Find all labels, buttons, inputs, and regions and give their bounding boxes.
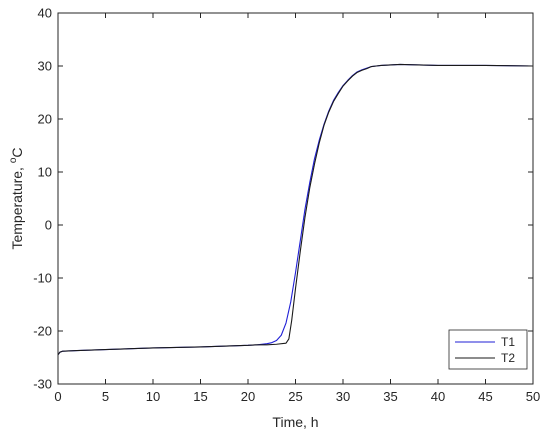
plot-area	[58, 13, 533, 384]
legend-label-t1: T1	[501, 335, 515, 349]
y-tick-label: 30	[38, 59, 52, 74]
x-tick-label: 25	[288, 389, 302, 404]
x-tick-label: 5	[102, 389, 109, 404]
x-tick-label: 0	[54, 389, 61, 404]
y-tick-label: 10	[38, 165, 52, 180]
x-tick-label: 15	[193, 389, 207, 404]
plot-background	[58, 13, 533, 384]
x-tick-label: 40	[431, 389, 445, 404]
legend-label-t2: T2	[501, 351, 515, 365]
x-axis-label: Time, h	[272, 414, 318, 430]
y-tick-label: 0	[45, 218, 52, 233]
y-tick-label: -10	[33, 271, 52, 286]
x-tick-label: 50	[526, 389, 540, 404]
y-axis-label-unit: C	[9, 147, 25, 157]
x-tick-label: 45	[478, 389, 492, 404]
x-tick-label: 30	[336, 389, 350, 404]
y-tick-label: 20	[38, 112, 52, 127]
y-tick-label: -20	[33, 324, 52, 339]
series-line-t2	[57, 63, 534, 356]
x-tick-label: 20	[241, 389, 255, 404]
axes-layer: 0 5 10 15 20 25 30 35 40 45 50 -30 -20 -10 0 10 20 30 40	[33, 6, 540, 405]
y-tick-label: -30	[33, 377, 52, 392]
y-axis-label-main: Temperature,	[9, 163, 25, 249]
y-axis-label-superscript: o	[8, 157, 19, 163]
x-tick-label: 10	[146, 389, 160, 404]
y-tick-label: 40	[38, 6, 52, 21]
x-tick-label: 35	[383, 389, 397, 404]
y-axis-label: Temperature, oC	[8, 147, 25, 249]
series-layer	[57, 63, 534, 356]
legend-box	[448, 329, 528, 370]
